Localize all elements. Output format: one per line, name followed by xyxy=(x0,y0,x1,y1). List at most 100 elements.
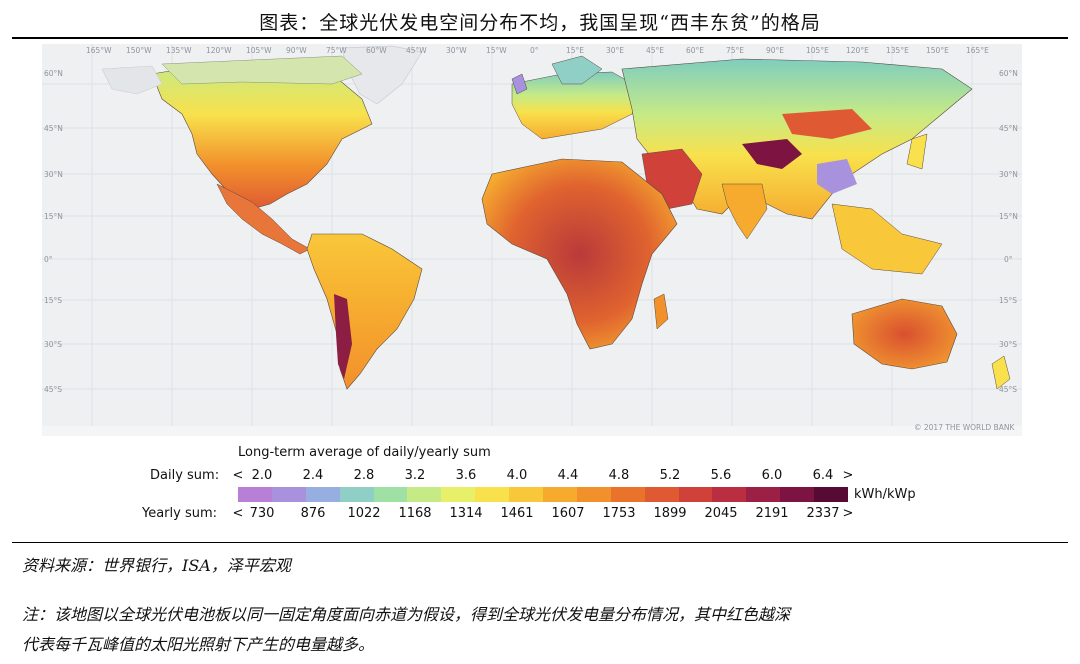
note-line: 注：该地图以全球光伏电池板以同一固定角度面向赤道为假设，得到全球光伏发电量分布情… xyxy=(22,605,791,624)
lon-label: 15°E xyxy=(566,46,584,55)
lat-label: 60°N xyxy=(999,69,1018,78)
canada-north xyxy=(161,55,363,85)
color-bin xyxy=(271,487,306,502)
yearly-tick: 1168 xyxy=(398,506,432,521)
color-bin xyxy=(543,487,577,502)
lon-label: 60°W xyxy=(366,46,387,55)
lat-label: 45°S xyxy=(44,385,62,394)
tibet-high xyxy=(742,139,802,169)
yearly-tick: 1022 xyxy=(347,506,381,521)
yearly-tick: 876 xyxy=(300,506,326,521)
australia xyxy=(851,298,958,370)
daily-tick: 6.0 xyxy=(761,468,783,483)
mongolia-gobi xyxy=(782,109,872,139)
latitude-labels-left: 60°N 45°N 30°N 15°N 0° 15°S 30°S 45°S xyxy=(44,69,63,394)
new-zealand xyxy=(991,355,1011,390)
japan xyxy=(906,133,928,170)
south-america xyxy=(306,233,423,390)
yearly-tick: 730 xyxy=(249,506,275,521)
color-bin xyxy=(441,487,476,502)
daily-tick: > xyxy=(842,468,854,483)
yearly-tick: > xyxy=(842,506,854,521)
lat-label: 45°S xyxy=(999,385,1017,394)
daily-tick: 2.0 xyxy=(251,468,273,483)
lon-label: 90°E xyxy=(766,46,784,55)
daily-tick: 5.6 xyxy=(710,468,732,483)
yearly-tick: 1753 xyxy=(602,506,636,521)
lon-label: 150°E xyxy=(926,46,949,55)
map-copyright: © 2017 THE WORLD BANK xyxy=(914,423,1015,432)
color-bin xyxy=(746,487,781,502)
lon-label: 165°E xyxy=(966,46,989,55)
daily-sum-label: Daily sum: xyxy=(150,468,220,483)
lon-label: 105°W xyxy=(246,46,272,55)
yearly-tick: 1314 xyxy=(449,506,483,521)
central-america xyxy=(216,183,311,255)
atacama-high xyxy=(334,294,352,379)
longitude-labels: 165°W 150°W 135°W 120°W 105°W 90°W 75°W … xyxy=(86,46,989,55)
madagascar xyxy=(653,293,669,330)
unit-label: kWh/kWp xyxy=(854,487,916,502)
lat-label: 15°N xyxy=(999,212,1018,221)
lon-label: 45°W xyxy=(406,46,427,55)
color-bin xyxy=(576,487,611,502)
daily-tick: < xyxy=(232,468,244,483)
lon-label: 60°E xyxy=(686,46,704,55)
lat-label: 30°S xyxy=(44,340,62,349)
lon-label: 75°W xyxy=(326,46,347,55)
color-bin xyxy=(712,487,747,502)
lon-label: 120°E xyxy=(846,46,869,55)
british-isles xyxy=(511,73,528,95)
color-bin xyxy=(407,487,442,502)
figure-note: 注：该地图以全球光伏电池板以同一固定角度面向赤道为假设，得到全球光伏发电量分布情… xyxy=(22,600,1068,660)
note-line: 代表每千瓦峰值的太阳光照射下产生的电量越多。 xyxy=(22,635,375,654)
lat-label: 15°S xyxy=(999,296,1017,305)
yearly-tick: < xyxy=(232,506,244,521)
lon-label: 135°W xyxy=(166,46,192,55)
yearly-tick: 2191 xyxy=(755,506,789,521)
daily-tick: 4.8 xyxy=(608,468,630,483)
lat-label: 45°N xyxy=(999,124,1018,133)
solar-potential-world-map: 165°W 150°W 135°W 120°W 105°W 90°W 75°W … xyxy=(42,44,1022,436)
africa xyxy=(481,158,678,350)
color-bin xyxy=(780,487,815,502)
color-bin xyxy=(814,487,849,502)
lon-label: 0° xyxy=(530,46,539,55)
lat-label: 0° xyxy=(44,255,53,264)
lat-label: 45°N xyxy=(44,124,63,133)
lat-label: 15°S xyxy=(44,296,62,305)
yearly-tick: 2337 xyxy=(806,506,840,521)
daily-tick: 3.6 xyxy=(455,468,477,483)
daily-tick: 4.4 xyxy=(557,468,579,483)
figure-title: 图表：全球光伏发电空间分布不均，我国呈现“西丰东贫”的格局 xyxy=(259,12,821,34)
footer-rule xyxy=(12,542,1068,543)
daily-tick: 2.8 xyxy=(353,468,375,483)
color-bin xyxy=(373,487,408,502)
yearly-tick: 1899 xyxy=(653,506,687,521)
color-scale-bar xyxy=(238,487,849,502)
lon-label: 15°W xyxy=(486,46,507,55)
lon-label: 120°W xyxy=(206,46,232,55)
lon-label: 30°E xyxy=(606,46,624,55)
color-bin xyxy=(610,487,645,502)
lat-label: 15°N xyxy=(44,212,63,221)
latitude-labels-right: 60°N 45°N 30°N 15°N 0° 15°S 30°S 45°S xyxy=(999,69,1018,394)
lat-label: 30°N xyxy=(44,170,63,179)
lon-label: 165°W xyxy=(86,46,112,55)
color-bin xyxy=(339,487,374,502)
color-bin xyxy=(644,487,679,502)
daily-tick: 4.0 xyxy=(506,468,528,483)
lon-label: 75°E xyxy=(726,46,744,55)
scandinavia xyxy=(551,55,603,85)
color-bin xyxy=(238,487,272,502)
antarctica xyxy=(42,426,1022,436)
lat-label: 30°S xyxy=(999,340,1017,349)
lon-label: 45°E xyxy=(646,46,664,55)
legend-title: Long-term average of daily/yearly sum xyxy=(238,445,491,460)
yearly-sum-label: Yearly sum: xyxy=(142,506,218,521)
yearly-tick: 1607 xyxy=(551,506,585,521)
lon-label: 135°E xyxy=(886,46,909,55)
yearly-tick: 1461 xyxy=(500,506,534,521)
daily-tick: 5.2 xyxy=(659,468,681,483)
lon-label: 105°E xyxy=(806,46,829,55)
